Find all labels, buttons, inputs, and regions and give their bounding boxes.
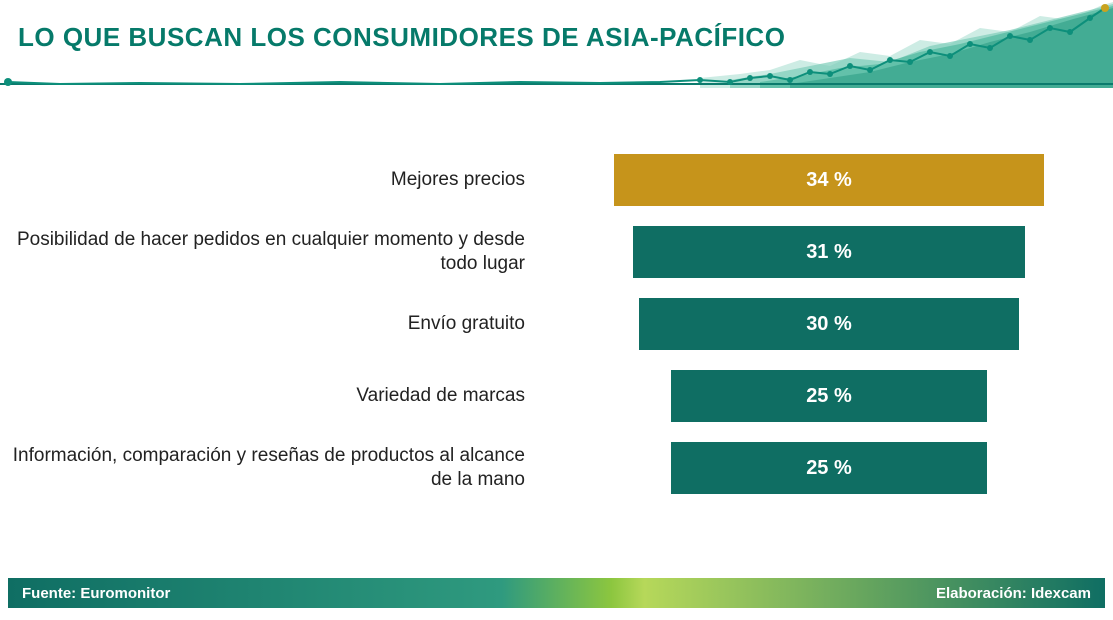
- bar-highlight: 34 %: [614, 154, 1044, 206]
- bar-label: Variedad de marcas: [0, 384, 545, 408]
- bar-value: 25 %: [806, 457, 852, 480]
- chart-row: Información, comparación y reseñas de pr…: [0, 438, 1113, 498]
- bar-track: 34 %: [545, 154, 1113, 206]
- footer-source: Fuente: Euromonitor: [22, 578, 170, 608]
- bar-label: Información, comparación y reseñas de pr…: [0, 444, 545, 492]
- page-title: LO QUE BUSCAN LOS CONSUMIDORES DE ASIA-P…: [18, 22, 785, 53]
- footer-credit: Elaboración: Idexcam: [936, 578, 1091, 608]
- bar-track: 30 %: [545, 298, 1113, 350]
- header: LO QUE BUSCAN LOS CONSUMIDORES DE ASIA-P…: [0, 0, 1113, 100]
- funnel-chart: Mejores precios 34 % Posibilidad de hacer …: [0, 150, 1113, 530]
- chart-row: Envío gratuito 30 %: [0, 294, 1113, 354]
- bar-track: 25 %: [545, 370, 1113, 422]
- bar-label: Mejores precios: [0, 168, 545, 192]
- bar-value: 34 %: [806, 169, 852, 192]
- bar-value: 31 %: [806, 241, 852, 264]
- bar-track: 25 %: [545, 442, 1113, 494]
- bar-label: Envío gratuito: [0, 312, 545, 336]
- bar: 31 %: [633, 226, 1025, 278]
- bar: 30 %: [639, 298, 1018, 350]
- page: LO QUE BUSCAN LOS CONSUMIDORES DE ASIA-P…: [0, 0, 1113, 620]
- bar-label: Posibilidad de hacer pedidos en cualquie…: [0, 228, 545, 276]
- chart-row: Mejores precios 34 %: [0, 150, 1113, 210]
- bar-value: 30 %: [806, 313, 852, 336]
- bar: 25 %: [671, 442, 987, 494]
- chart-row: Variedad de marcas 25 %: [0, 366, 1113, 426]
- bar-value: 25 %: [806, 385, 852, 408]
- bar: 25 %: [671, 370, 987, 422]
- footer: Fuente: Euromonitor Elaboración: Idexcam: [8, 578, 1105, 608]
- chart-row: Posibilidad de hacer pedidos en cualquie…: [0, 222, 1113, 282]
- bar-track: 31 %: [545, 226, 1113, 278]
